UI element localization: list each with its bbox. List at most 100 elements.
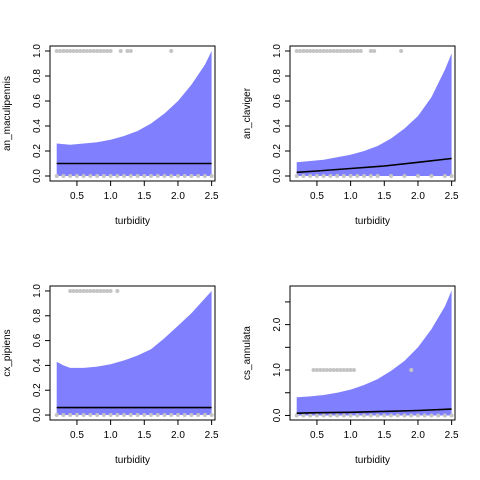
- data-point: [118, 49, 123, 53]
- data-point: [395, 413, 400, 418]
- data-point: [335, 49, 340, 53]
- data-point: [101, 49, 106, 53]
- y-tick-label: 0.4: [32, 119, 43, 133]
- data-point: [308, 413, 313, 418]
- panel-cs-annulata: 0.5 1.0 1.5 2.0 2.5 0.0 1.0 2.0 turbidity cs_annu…: [242, 285, 459, 466]
- data-point: [338, 368, 343, 373]
- data-point: [325, 368, 330, 373]
- data-point: [95, 288, 100, 293]
- data-point: [449, 174, 454, 178]
- data-point: [301, 413, 306, 418]
- y-axis-label: an_maculipennis: [2, 76, 13, 151]
- data-point: [389, 174, 394, 178]
- data-point: [71, 49, 76, 53]
- data-point: [68, 49, 73, 53]
- data-point: [311, 368, 316, 373]
- data-point: [155, 174, 160, 178]
- data-point: [135, 413, 140, 418]
- data-point: [341, 174, 346, 178]
- data-point: [81, 174, 86, 178]
- data-point: [409, 413, 414, 418]
- data-point: [196, 174, 201, 178]
- x-tick-label: 1.5: [377, 191, 391, 202]
- data-point: [128, 413, 133, 418]
- data-point: [402, 174, 407, 178]
- data-point: [429, 174, 434, 178]
- data-point: [304, 49, 309, 53]
- x-tick-label: 1.5: [137, 191, 151, 202]
- y-tick-label: 0.8: [32, 69, 43, 83]
- x-tick-label: 1.5: [377, 430, 391, 441]
- data-point: [325, 49, 330, 53]
- y-tick-label: 0.0: [32, 408, 43, 422]
- x-tick-label: 2.0: [411, 430, 425, 441]
- data-point: [88, 174, 93, 178]
- plot-frame: [49, 285, 216, 421]
- data-point: [301, 49, 306, 53]
- data-point: [68, 288, 73, 293]
- y-tick-label: 0.2: [32, 383, 43, 397]
- data-point: [108, 49, 113, 53]
- data-point: [128, 174, 133, 178]
- data-point: [415, 174, 420, 178]
- data-point: [338, 49, 343, 53]
- data-point: [355, 174, 360, 178]
- data-point: [348, 174, 353, 178]
- data-point: [115, 288, 120, 293]
- data-point: [368, 413, 373, 418]
- data-point: [372, 49, 377, 53]
- data-point: [85, 288, 90, 293]
- data-point: [348, 368, 353, 373]
- x-tick-label: 2.5: [205, 191, 219, 202]
- data-point: [74, 288, 79, 293]
- data-point: [422, 413, 427, 418]
- data-point: [331, 368, 336, 373]
- data-point: [61, 49, 66, 53]
- data-point: [358, 49, 363, 53]
- x-tick-label: 0.5: [70, 430, 84, 441]
- data-point: [209, 413, 214, 418]
- data-point: [335, 413, 340, 418]
- data-point: [122, 174, 127, 178]
- data-point: [341, 49, 346, 53]
- x-tick-label: 1.0: [344, 191, 358, 202]
- data-point: [78, 49, 83, 53]
- data-point: [328, 174, 333, 178]
- data-point: [95, 413, 100, 418]
- data-point: [115, 413, 120, 418]
- data-point: [189, 413, 194, 418]
- x-tick-label: 0.5: [310, 430, 324, 441]
- data-point: [321, 49, 326, 53]
- y-tick-label: 0.6: [272, 94, 283, 108]
- y-tick-label: 0.2: [272, 144, 283, 158]
- data-point: [409, 368, 414, 373]
- data-point: [54, 174, 59, 178]
- y-tick-label: 0.4: [32, 358, 43, 372]
- panel-an-claviger: 0.5 1.0 1.5 2.0 2.5 0.0 0.2 0.4 0.6 0.8 1.0 turbidi…: [242, 44, 459, 227]
- data-point: [442, 413, 447, 418]
- data-point: [74, 174, 79, 178]
- confidence-band: [296, 53, 452, 176]
- data-point: [105, 49, 110, 53]
- data-point: [341, 368, 346, 373]
- data-point: [54, 49, 59, 53]
- data-point: [175, 413, 180, 418]
- data-point: [105, 288, 110, 293]
- data-point: [182, 413, 187, 418]
- data-point: [91, 49, 96, 53]
- y-tick-label: 0.8: [272, 69, 283, 83]
- data-point: [61, 174, 66, 178]
- data-point: [429, 413, 434, 418]
- x-tick-label: 1.5: [137, 430, 151, 441]
- data-point: [149, 174, 154, 178]
- data-point: [314, 174, 319, 178]
- data-point: [81, 413, 86, 418]
- data-point: [101, 174, 106, 178]
- confidence-band: [56, 51, 212, 176]
- fit-line: [296, 408, 452, 414]
- data-point: [115, 174, 120, 178]
- x-tick-label: 1.0: [104, 430, 118, 441]
- data-point: [149, 413, 154, 418]
- y-tick-label: 0.0: [272, 169, 283, 183]
- data-point: [78, 288, 83, 293]
